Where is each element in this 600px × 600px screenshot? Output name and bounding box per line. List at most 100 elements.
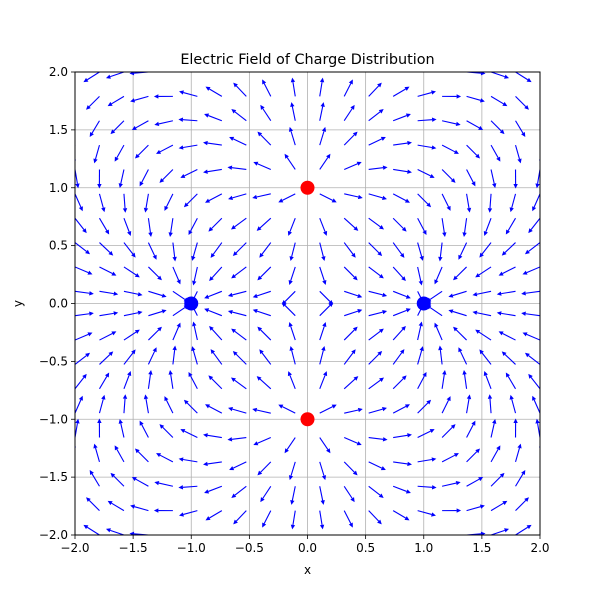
y-tick-label-0: −2.0 xyxy=(39,528,68,542)
field-arrow-shaft xyxy=(466,144,478,156)
field-arrow-head xyxy=(499,129,505,135)
field-arrow xyxy=(490,500,508,512)
field-arrow-head xyxy=(209,276,214,282)
field-arrow-head xyxy=(168,232,173,237)
field-arrow-shaft xyxy=(235,510,247,522)
field-arrow-shaft xyxy=(319,350,324,365)
field-arrow-shaft xyxy=(455,266,467,278)
field-arrow-shaft xyxy=(284,290,296,302)
field-arrow-head xyxy=(479,349,484,355)
field-arrow-shaft xyxy=(282,193,296,201)
field-arrow xyxy=(168,370,174,389)
field-arrow-head xyxy=(122,208,128,213)
field-arrow-head xyxy=(521,132,526,138)
field-arrow-head xyxy=(352,131,358,137)
field-arrow-head xyxy=(252,407,258,413)
field-arrow-shaft xyxy=(75,217,85,230)
field-arrow-head xyxy=(288,280,293,285)
field-arrow-shaft xyxy=(344,290,359,297)
field-arrow xyxy=(438,242,443,262)
field-arrow-head xyxy=(526,524,532,530)
field-arrow xyxy=(417,90,436,97)
field-arrow-head xyxy=(462,369,467,375)
field-arrow-shaft xyxy=(99,312,114,317)
field-arrow-shaft xyxy=(392,217,404,229)
field-arrow xyxy=(417,242,424,261)
field-arrow-shaft xyxy=(393,168,408,173)
field-arrow xyxy=(528,217,540,234)
field-arrow xyxy=(441,370,447,389)
field-arrow-head xyxy=(326,448,331,454)
field-arrow xyxy=(368,510,382,525)
field-arrow-head xyxy=(405,308,411,313)
field-arrow-head xyxy=(262,522,267,528)
field-arrow-head xyxy=(521,469,526,475)
field-arrow-head xyxy=(284,448,289,454)
field-arrow xyxy=(368,436,388,442)
field-arrow-shaft xyxy=(319,406,333,414)
field-arrow xyxy=(514,144,522,164)
field-arrow-head xyxy=(357,293,363,298)
field-arrow xyxy=(252,193,271,200)
field-arrow-shaft xyxy=(502,332,516,341)
field-arrow-head xyxy=(110,472,116,478)
field-arrow-shaft xyxy=(515,499,527,512)
field-arrow-head xyxy=(331,404,337,409)
field-arrow-head xyxy=(78,206,83,212)
field-arrow-head xyxy=(89,311,94,316)
field-arrow xyxy=(319,266,327,285)
field-arrow-shaft xyxy=(88,499,100,512)
field-arrow xyxy=(75,352,91,365)
field-arrow xyxy=(131,476,149,487)
field-arrow-shaft xyxy=(193,325,198,341)
field-arrow xyxy=(114,144,125,162)
field-arrow xyxy=(110,472,125,487)
field-arrow-head xyxy=(203,140,208,146)
field-arrow xyxy=(180,429,198,439)
field-arrow-shaft xyxy=(343,378,356,390)
field-arrow xyxy=(203,461,222,467)
field-arrow xyxy=(505,217,516,235)
field-arrow xyxy=(319,437,331,454)
field-arrow-head xyxy=(466,394,472,400)
field-arrow xyxy=(343,266,358,281)
field-arrow-shaft xyxy=(530,217,540,230)
field-arrow-head xyxy=(351,349,356,355)
field-arrow-head xyxy=(260,104,265,110)
field-arrow xyxy=(83,524,100,535)
field-arrow-shaft xyxy=(211,217,223,229)
field-arrow-head xyxy=(233,82,238,88)
field-arrow-head xyxy=(526,77,532,83)
field-arrow xyxy=(393,433,412,439)
field-arrow-head xyxy=(438,345,443,351)
field-arrow xyxy=(288,322,296,341)
y-tick-label-5: 0.5 xyxy=(49,239,68,253)
field-arrow-head xyxy=(104,229,110,235)
field-arrow xyxy=(475,329,492,341)
field-arrow xyxy=(172,266,181,285)
field-arrow xyxy=(153,94,173,99)
field-arrow-shaft xyxy=(392,242,403,255)
field-arrow xyxy=(343,131,358,146)
field-arrow xyxy=(462,369,468,389)
field-arrow xyxy=(257,266,272,281)
field-arrow-head xyxy=(78,395,83,401)
x-tick-label-7: 1.5 xyxy=(472,541,491,555)
field-arrow-head xyxy=(405,294,411,299)
field-arrow-shaft xyxy=(417,193,429,205)
field-arrow-shaft xyxy=(319,486,324,501)
field-arrow-shaft xyxy=(526,333,540,341)
field-arrow xyxy=(417,346,424,365)
field-arrow-head xyxy=(407,461,412,467)
field-arrow xyxy=(227,309,247,317)
field-arrow-head xyxy=(431,117,437,122)
field-arrow xyxy=(231,109,247,122)
field-arrow-shaft xyxy=(212,242,223,255)
field-arrow-head xyxy=(256,226,262,231)
field-arrow-shaft xyxy=(533,399,540,414)
field-arrow xyxy=(319,218,328,236)
field-arrow-head xyxy=(446,205,451,211)
field-arrow-head xyxy=(256,376,262,381)
field-arrow-shaft xyxy=(113,475,125,487)
field-arrow-head xyxy=(134,273,140,278)
